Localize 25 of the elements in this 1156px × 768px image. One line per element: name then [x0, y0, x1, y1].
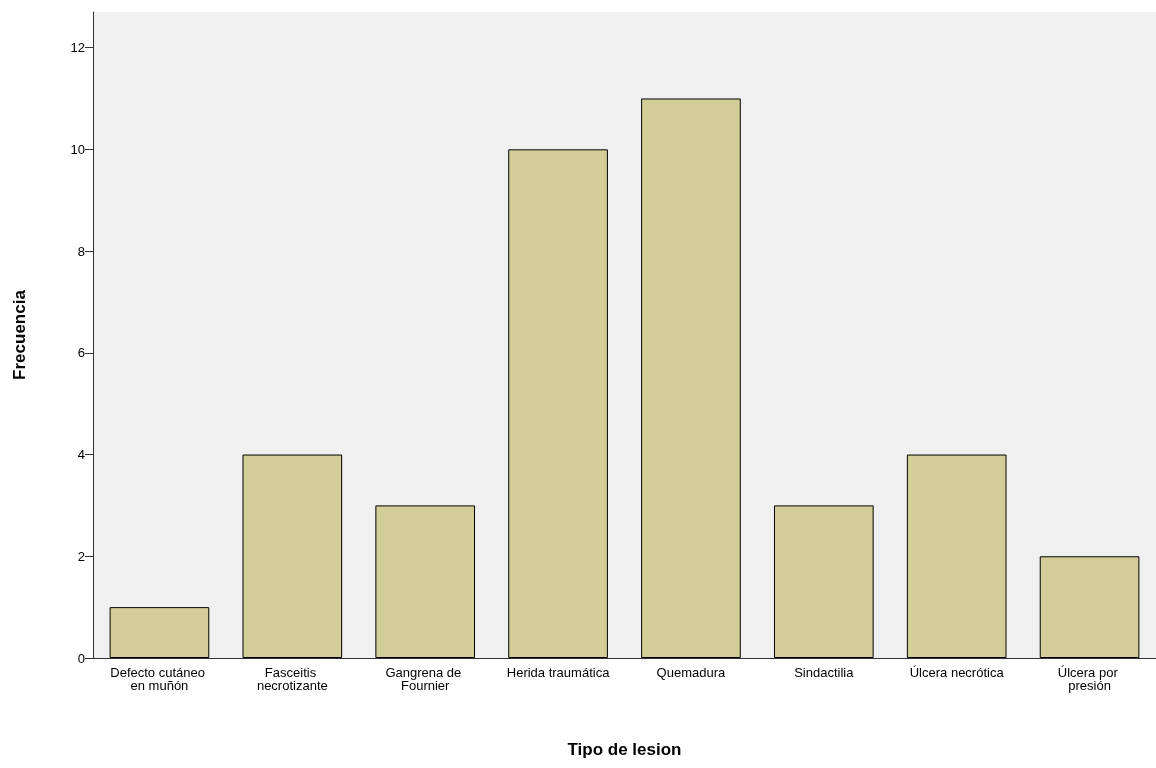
bar — [1039, 556, 1140, 658]
y-tick-label: 12 — [70, 40, 85, 56]
x-tick-label: Gangrena de Fournier — [385, 665, 465, 693]
x-tick-label: Fasceitis necrotizante — [256, 665, 328, 693]
y-tick-label: 4 — [77, 447, 85, 463]
bar — [508, 149, 608, 658]
y-tick-label: 10 — [70, 141, 85, 157]
y-axis-title: Frecuencia — [10, 289, 29, 380]
y-tick-label: 2 — [77, 548, 85, 564]
bar — [906, 454, 1007, 658]
bar — [375, 505, 476, 658]
bar — [773, 505, 874, 658]
bar — [109, 607, 210, 658]
y-tick-label: 0 — [77, 650, 85, 666]
bar — [641, 98, 741, 658]
y-tick-label: 6 — [77, 345, 85, 361]
x-tick-label: Úlcera por presión — [1057, 665, 1122, 693]
x-tick-label: Quemadura — [656, 665, 727, 680]
bar — [242, 454, 343, 658]
x-tick-label: Herida traumática — [506, 665, 611, 680]
y-tick-label: 8 — [77, 243, 85, 259]
x-axis-title: Tipo de lesion — [567, 740, 682, 759]
x-tick-label: Úlcera necrótica — [909, 665, 1005, 680]
x-tick-label: Defecto cutáneo en muñón — [110, 665, 209, 693]
x-tick-label: Sindactilia — [794, 665, 855, 680]
